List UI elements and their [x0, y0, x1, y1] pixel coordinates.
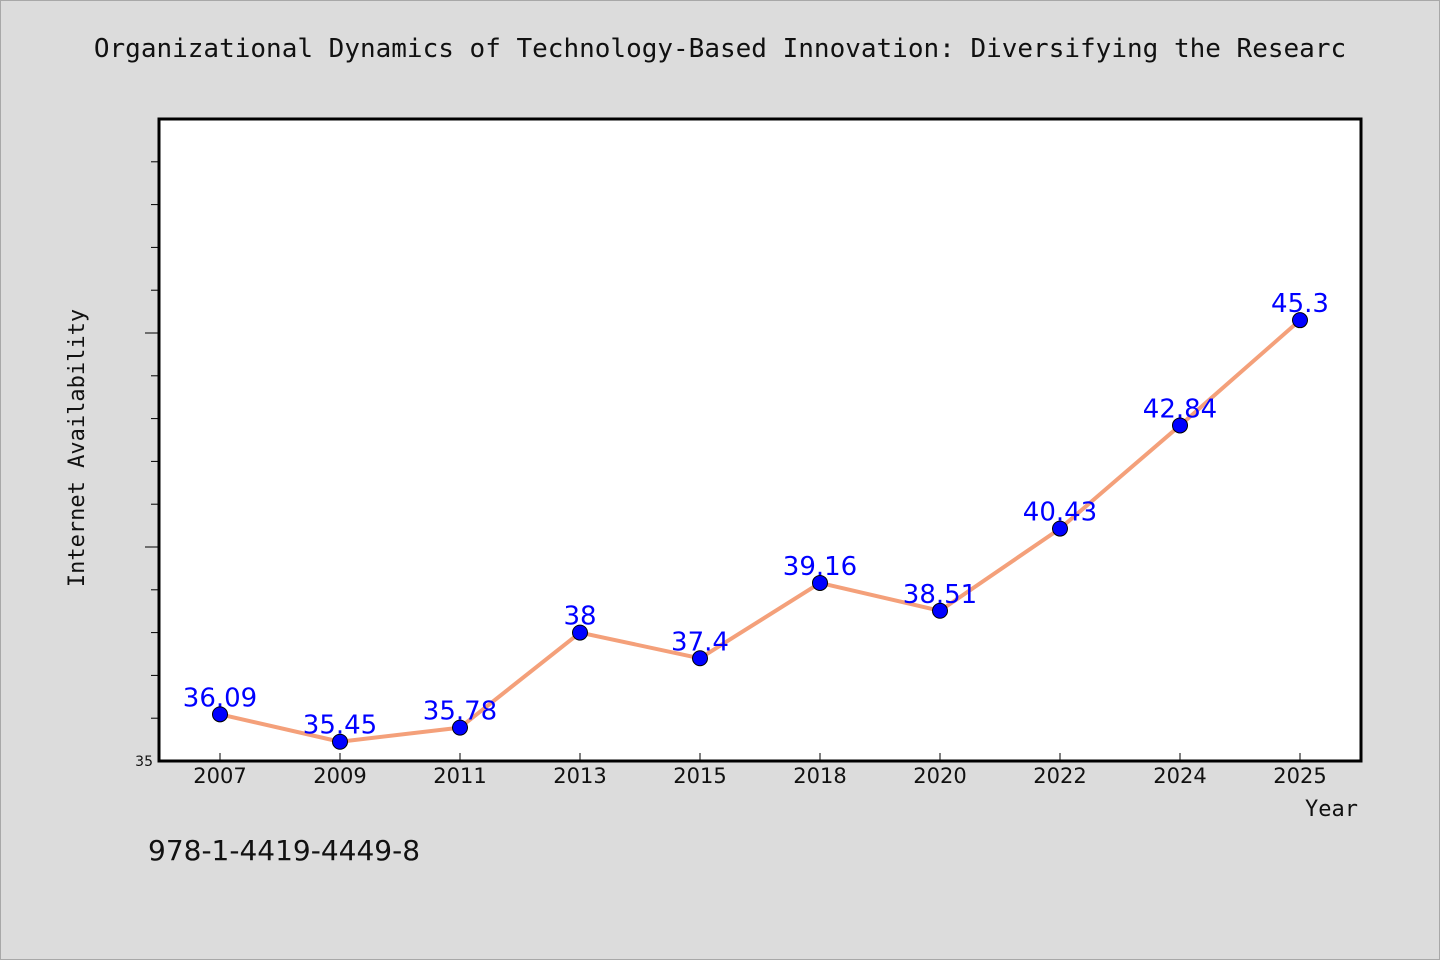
data-point — [452, 719, 468, 736]
x-axis-tick-labels: 2007 2009 2011 2013 2015 2018 2020 2022 2024 2025 — [193, 764, 1326, 788]
data-point — [212, 706, 228, 723]
data-label: 38.51 — [903, 580, 977, 610]
data-label: 39.16 — [783, 552, 857, 582]
data-point — [932, 602, 948, 619]
isbn-text: 978-1-4419-4449-8 — [148, 834, 421, 867]
data-label: 37.4 — [671, 627, 729, 657]
x-tick-label: 2025 — [1273, 764, 1326, 788]
series-line-segment — [1178, 318, 1302, 428]
series-points — [212, 312, 1308, 750]
x-tick-label: 2018 — [793, 764, 846, 788]
data-label: 35.45 — [303, 711, 377, 741]
y-axis-tick-labels: 35 — [135, 754, 153, 770]
data-point — [1292, 312, 1308, 329]
y-axis-ticks — [145, 161, 159, 719]
y-axis-label: Internet Availability — [65, 309, 90, 587]
data-label: 35.78 — [423, 697, 497, 727]
x-tick-label: 2013 — [553, 764, 606, 788]
data-point — [812, 574, 828, 591]
x-tick-label: 2011 — [433, 764, 486, 788]
series-line-segment — [218, 712, 342, 744]
x-tick-label: 2009 — [313, 764, 366, 788]
series-line-segment — [818, 580, 942, 613]
x-tick-label: 2024 — [1153, 764, 1206, 788]
x-tick-label: 2007 — [193, 764, 246, 788]
plot-area — [157, 117, 1363, 763]
data-label: 42.84 — [1143, 394, 1217, 424]
data-label: 36.09 — [183, 683, 257, 713]
x-tick-label: 2022 — [1033, 764, 1086, 788]
chart-title: Organizational Dynamics of Technology-Ba… — [93, 34, 1347, 64]
data-point — [332, 733, 348, 750]
data-point — [572, 624, 588, 641]
series-line-segment — [578, 630, 702, 661]
data-label: 38 — [563, 602, 596, 632]
series-lines — [218, 318, 1302, 744]
series-line-segment — [1058, 423, 1182, 531]
x-axis-ticks — [219, 753, 1301, 761]
data-point — [692, 650, 708, 667]
y-tick-label: 35 — [135, 754, 153, 770]
series-line-segment — [938, 526, 1062, 613]
x-tick-label: 2015 — [673, 764, 726, 788]
data-point — [1172, 417, 1188, 434]
data-point — [1052, 520, 1068, 537]
x-tick-label: 2020 — [913, 764, 966, 788]
data-label: 40.43 — [1023, 498, 1097, 528]
data-labels: 36.09 35.45 35.78 38 37.4 39.16 38.51 40.43 42.8… — [183, 289, 1329, 741]
series-line-segment — [698, 580, 822, 661]
data-label: 45.3 — [1271, 289, 1329, 319]
series-line-segment — [458, 630, 582, 730]
x-axis-label: Year — [1305, 797, 1358, 822]
series-line-segment — [338, 725, 462, 744]
